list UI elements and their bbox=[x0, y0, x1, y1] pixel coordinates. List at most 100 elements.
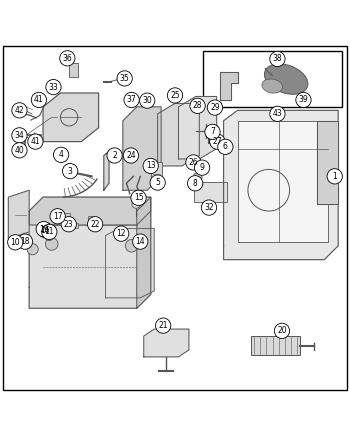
Polygon shape bbox=[104, 149, 112, 190]
FancyBboxPatch shape bbox=[238, 121, 328, 242]
Polygon shape bbox=[29, 197, 151, 225]
Text: 30: 30 bbox=[142, 96, 152, 105]
Circle shape bbox=[198, 162, 207, 170]
Text: 28: 28 bbox=[193, 101, 202, 110]
Polygon shape bbox=[123, 107, 161, 190]
Text: 5: 5 bbox=[155, 178, 160, 187]
Text: 7: 7 bbox=[210, 127, 215, 136]
FancyBboxPatch shape bbox=[152, 163, 162, 181]
Circle shape bbox=[207, 100, 223, 115]
Text: 37: 37 bbox=[127, 95, 136, 105]
Text: 15: 15 bbox=[134, 193, 143, 202]
Circle shape bbox=[125, 239, 138, 252]
Ellipse shape bbox=[262, 79, 282, 93]
Circle shape bbox=[36, 221, 51, 237]
Text: 12: 12 bbox=[117, 229, 126, 238]
Text: 43: 43 bbox=[273, 109, 282, 118]
Text: 4: 4 bbox=[59, 150, 64, 159]
Circle shape bbox=[54, 147, 69, 163]
Circle shape bbox=[327, 169, 342, 184]
Text: 16: 16 bbox=[41, 226, 50, 235]
Text: 14: 14 bbox=[135, 237, 145, 246]
Text: 34: 34 bbox=[15, 131, 24, 140]
Text: 13: 13 bbox=[146, 161, 155, 170]
Circle shape bbox=[188, 176, 203, 191]
Circle shape bbox=[132, 200, 140, 208]
Polygon shape bbox=[29, 197, 151, 308]
Text: 41: 41 bbox=[30, 137, 40, 146]
Circle shape bbox=[12, 143, 27, 158]
Circle shape bbox=[38, 222, 53, 238]
Circle shape bbox=[167, 88, 183, 103]
Circle shape bbox=[190, 98, 205, 113]
Text: 2: 2 bbox=[112, 151, 117, 160]
Circle shape bbox=[50, 208, 65, 224]
Ellipse shape bbox=[264, 64, 308, 94]
Circle shape bbox=[123, 148, 139, 163]
Text: 6: 6 bbox=[223, 142, 228, 151]
Text: 25: 25 bbox=[170, 91, 180, 100]
Circle shape bbox=[140, 93, 155, 108]
Circle shape bbox=[46, 238, 58, 250]
Polygon shape bbox=[137, 197, 151, 308]
Text: 32: 32 bbox=[204, 203, 214, 212]
Text: 36: 36 bbox=[63, 54, 72, 63]
Polygon shape bbox=[158, 103, 199, 166]
Circle shape bbox=[113, 226, 129, 241]
Text: 42: 42 bbox=[15, 106, 24, 115]
Circle shape bbox=[195, 160, 210, 175]
Circle shape bbox=[205, 124, 220, 140]
Circle shape bbox=[274, 323, 289, 338]
Text: 38: 38 bbox=[273, 54, 282, 64]
Circle shape bbox=[193, 173, 202, 182]
Circle shape bbox=[270, 106, 285, 122]
Text: 27: 27 bbox=[212, 137, 222, 146]
Circle shape bbox=[28, 134, 43, 149]
Text: 39: 39 bbox=[299, 95, 308, 105]
Text: 20: 20 bbox=[277, 327, 287, 335]
Polygon shape bbox=[8, 190, 29, 239]
Text: 19: 19 bbox=[39, 225, 49, 234]
FancyBboxPatch shape bbox=[63, 213, 70, 219]
Circle shape bbox=[107, 148, 122, 163]
Polygon shape bbox=[40, 218, 71, 232]
Polygon shape bbox=[144, 329, 189, 357]
Text: 10: 10 bbox=[10, 238, 20, 247]
Polygon shape bbox=[178, 96, 217, 159]
Text: 33: 33 bbox=[49, 82, 58, 92]
Circle shape bbox=[46, 79, 61, 95]
Text: 26: 26 bbox=[189, 158, 198, 167]
Circle shape bbox=[8, 235, 23, 250]
FancyBboxPatch shape bbox=[251, 336, 300, 355]
Text: 41: 41 bbox=[34, 95, 44, 105]
Circle shape bbox=[131, 190, 146, 205]
Circle shape bbox=[18, 234, 33, 249]
Text: 17: 17 bbox=[53, 212, 62, 221]
Polygon shape bbox=[43, 93, 99, 142]
Circle shape bbox=[12, 128, 27, 143]
Circle shape bbox=[42, 224, 57, 239]
Circle shape bbox=[270, 51, 285, 67]
Circle shape bbox=[124, 92, 139, 108]
Circle shape bbox=[117, 71, 132, 86]
Text: 21: 21 bbox=[159, 321, 168, 330]
Circle shape bbox=[88, 217, 103, 232]
Text: 18: 18 bbox=[20, 237, 30, 246]
Text: 35: 35 bbox=[120, 74, 130, 83]
Text: 8: 8 bbox=[193, 179, 197, 188]
Circle shape bbox=[61, 217, 76, 232]
FancyBboxPatch shape bbox=[72, 223, 78, 228]
Polygon shape bbox=[224, 110, 338, 260]
Circle shape bbox=[133, 234, 148, 249]
Circle shape bbox=[150, 175, 165, 190]
Text: 3: 3 bbox=[68, 167, 72, 176]
Circle shape bbox=[63, 164, 78, 179]
Circle shape bbox=[45, 232, 54, 241]
Circle shape bbox=[155, 318, 171, 333]
FancyBboxPatch shape bbox=[194, 181, 227, 202]
Circle shape bbox=[296, 92, 311, 108]
Text: 11: 11 bbox=[44, 228, 54, 236]
Text: 40: 40 bbox=[15, 146, 24, 155]
Text: 9: 9 bbox=[199, 163, 204, 172]
Circle shape bbox=[60, 51, 75, 66]
